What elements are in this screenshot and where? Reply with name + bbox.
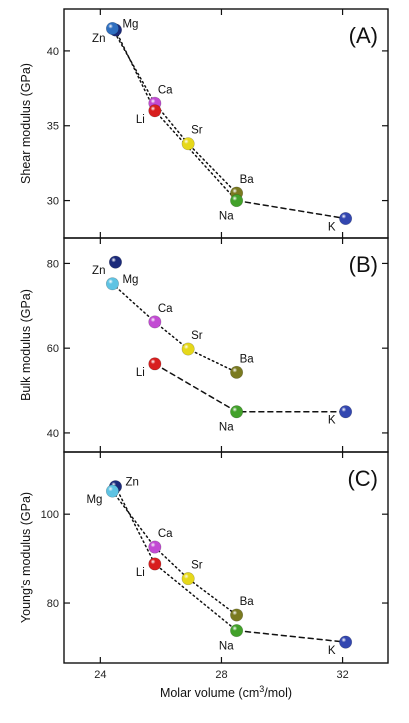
panel-label: (B) <box>349 252 378 277</box>
y-tick-label: 30 <box>47 196 59 208</box>
point-label-k: K <box>328 222 336 234</box>
point-label-sr: Sr <box>191 125 203 137</box>
point-mg <box>105 484 119 498</box>
point-li <box>148 557 162 571</box>
panel-label: (A) <box>349 23 378 48</box>
dotted-line <box>111 27 238 194</box>
point-label-mg: Mg <box>122 274 138 286</box>
point-label-ba: Ba <box>240 174 255 186</box>
y-tick-label: 100 <box>41 509 59 521</box>
point-k <box>339 635 353 649</box>
y-axis-title: Young's modulus (GPa) <box>19 492 33 623</box>
plot-frame <box>63 8 389 239</box>
point-na <box>230 624 244 638</box>
point-label-mg: Mg <box>122 18 138 30</box>
plot-frame <box>63 237 389 453</box>
x-tick-label: 28 <box>215 669 227 681</box>
point-sr <box>181 572 195 586</box>
point-zn <box>108 255 122 269</box>
point-ba <box>230 608 244 622</box>
dashed-line <box>154 363 347 413</box>
point-mg <box>105 21 119 35</box>
point-label-zn: Zn <box>125 477 138 489</box>
point-label-ca: Ca <box>158 303 173 315</box>
y-tick-label: 35 <box>47 121 59 133</box>
point-label-li: Li <box>136 567 145 579</box>
y-tick-label: 40 <box>47 46 59 58</box>
point-label-ca: Ca <box>158 528 173 540</box>
panel-2: 80 100 Young's modulus (GPa) (C) Zn Mg Ca Li Sr B… <box>19 451 389 664</box>
dashed-line <box>235 199 347 220</box>
point-na <box>230 194 244 208</box>
point-label-li: Li <box>136 367 145 379</box>
point-ca <box>148 315 162 329</box>
point-na <box>230 405 244 419</box>
point-label-k: K <box>328 645 336 657</box>
plot-frame <box>63 451 389 664</box>
y-tick-label: 60 <box>47 343 59 355</box>
point-li <box>148 357 162 371</box>
y-axis-title: Bulk modulus (GPa) <box>19 289 33 401</box>
point-label-na: Na <box>219 422 234 434</box>
y-tick-label: 80 <box>47 258 59 270</box>
point-ba <box>230 365 244 379</box>
point-sr <box>181 137 195 151</box>
y-tick-label: 40 <box>47 428 59 440</box>
dashed-line <box>235 629 347 643</box>
point-label-sr: Sr <box>191 560 203 572</box>
point-mg <box>105 277 119 291</box>
point-label-na: Na <box>219 641 234 653</box>
point-li <box>148 104 162 118</box>
point-label-k: K <box>328 415 336 427</box>
x-axis-title: Molar volume (cm3/mol) <box>160 684 292 700</box>
point-label-sr: Sr <box>191 330 203 342</box>
point-k <box>339 212 353 226</box>
y-tick-label: 80 <box>47 598 59 610</box>
panel-0: 30 35 40 Shear modulus (GPa) (A) Zn Mg Ca Li Sr Ba… <box>19 8 389 239</box>
panel-label: (C) <box>347 466 378 491</box>
point-label-mg: Mg <box>86 494 102 506</box>
panels: 30 35 40 Shear modulus (GPa) (A) Zn Mg Ca Li Sr Ba… <box>19 8 389 681</box>
point-label-zn: Zn <box>92 33 105 45</box>
point-k <box>339 405 353 419</box>
y-axis-title: Shear modulus (GPa) <box>19 63 33 184</box>
point-label-ba: Ba <box>240 353 255 365</box>
point-label-na: Na <box>219 211 234 223</box>
dotted-line <box>114 29 238 202</box>
point-label-ba: Ba <box>240 596 255 608</box>
point-label-ca: Ca <box>158 84 173 96</box>
x-tick-label: 32 <box>336 669 348 681</box>
point-ca <box>148 540 162 554</box>
dotted-line <box>111 283 238 374</box>
panel-1: 40 60 80 Bulk modulus (GPa) (B) Zn Mg Ca Sr Li Ba N… <box>19 237 389 453</box>
point-sr <box>181 342 195 356</box>
dotted-line <box>111 490 238 616</box>
point-label-li: Li <box>136 114 145 126</box>
dotted-line <box>114 485 238 632</box>
point-label-zn: Zn <box>92 265 105 277</box>
x-tick-label: 24 <box>94 669 106 681</box>
